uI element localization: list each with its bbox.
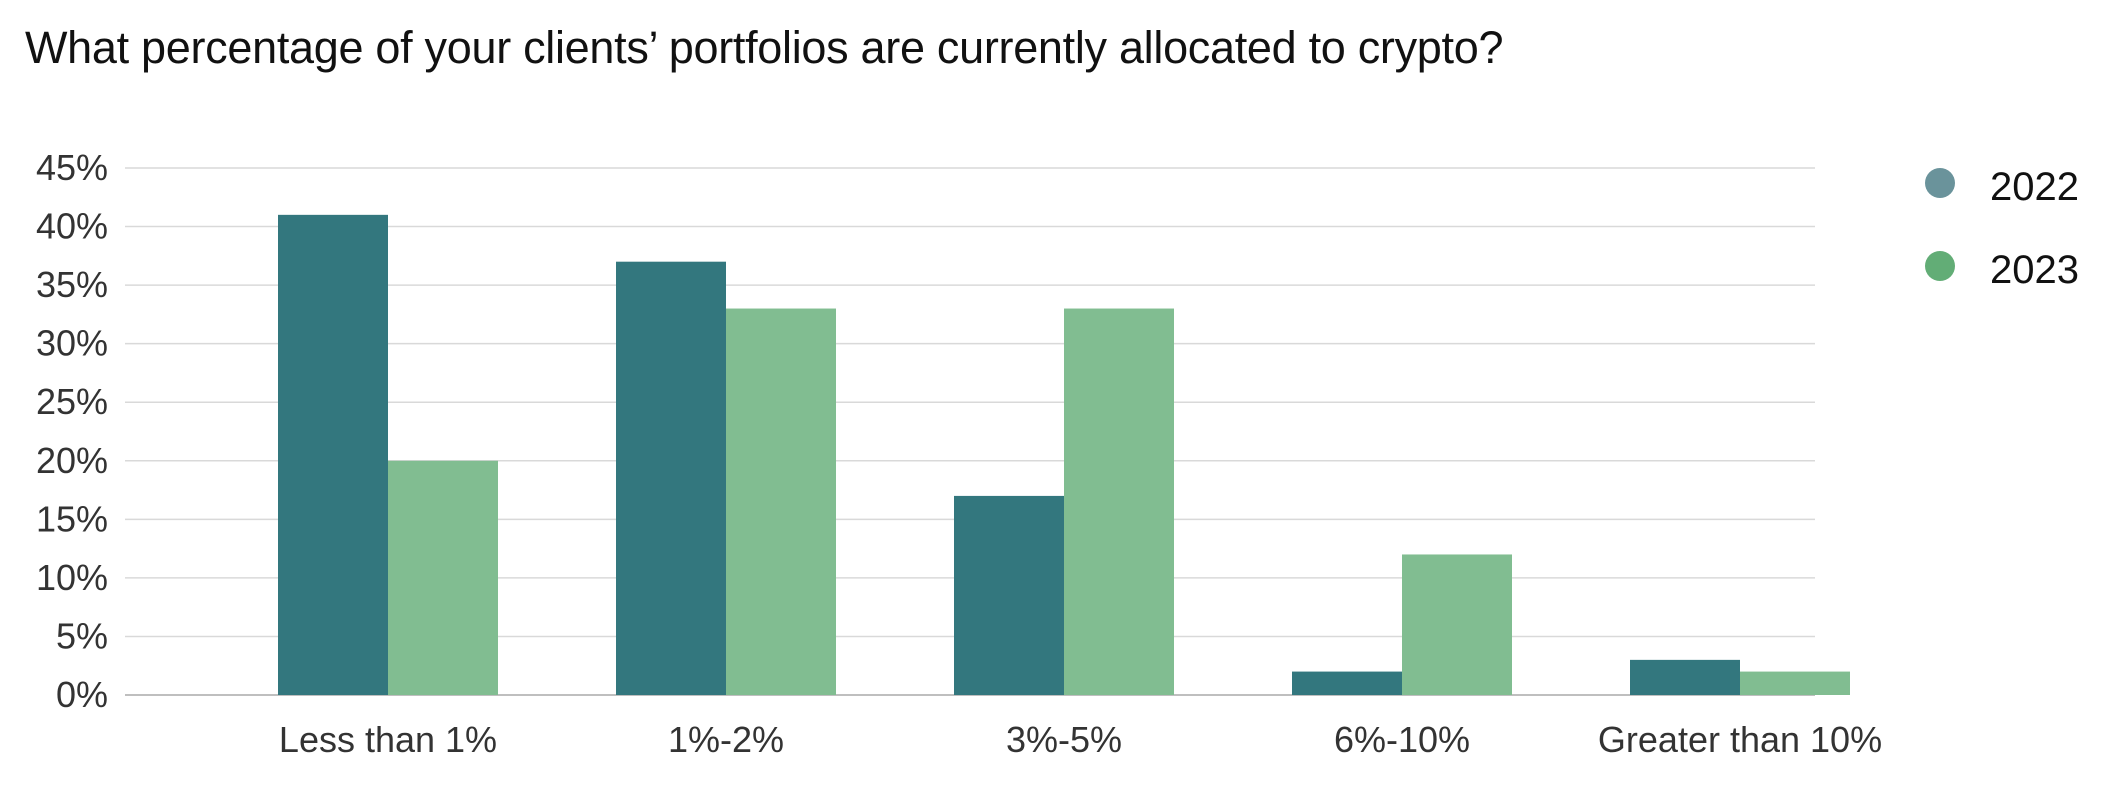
y-tick-label: 15% (36, 498, 108, 539)
bar-2023-2 (1064, 308, 1174, 695)
x-tick-label: Less than 1% (279, 719, 497, 760)
x-tick-label: 1%-2% (668, 719, 784, 760)
y-tick-label: 30% (36, 323, 108, 364)
x-tick-label: 6%-10% (1334, 719, 1470, 760)
chart-title: What percentage of your clients’ portfol… (25, 22, 1504, 73)
y-tick-label: 20% (36, 440, 108, 481)
bar-2022-3 (1292, 671, 1402, 695)
bar-2023-3 (1402, 554, 1512, 695)
x-axis: Less than 1% 1%-2% 3%-5% 6%-10% Greater than… (279, 719, 1882, 760)
y-tick-label: 40% (36, 206, 108, 247)
y-tick-label: 35% (36, 264, 108, 305)
bar-2022-4 (1630, 659, 1740, 695)
bar-2023-4 (1740, 671, 1850, 695)
y-tick-label: 45% (36, 147, 108, 188)
legend-marker-2022 (1925, 168, 1955, 198)
bar-2023-1 (726, 308, 836, 695)
legend-marker-2023 (1925, 251, 1955, 281)
legend: 2022 2023 (1925, 165, 2079, 292)
bars (278, 214, 1850, 695)
y-axis: 0% 5% 10% 15% 20% 25% 30% 35% 40% 45% (36, 147, 108, 715)
y-tick-label: 25% (36, 381, 108, 422)
y-tick-label: 5% (56, 615, 108, 656)
x-tick-label: 3%-5% (1006, 719, 1122, 760)
bar-2023-0 (388, 460, 498, 695)
bar-2022-0 (278, 214, 388, 695)
y-tick-label: 10% (36, 557, 108, 598)
bar-2022-1 (616, 261, 726, 695)
bar-2022-2 (954, 495, 1064, 695)
legend-label-2022: 2022 (1990, 165, 2079, 209)
y-tick-label: 0% (56, 674, 108, 715)
x-tick-label: Greater than 10% (1598, 719, 1882, 760)
legend-label-2023: 2023 (1990, 248, 2079, 292)
